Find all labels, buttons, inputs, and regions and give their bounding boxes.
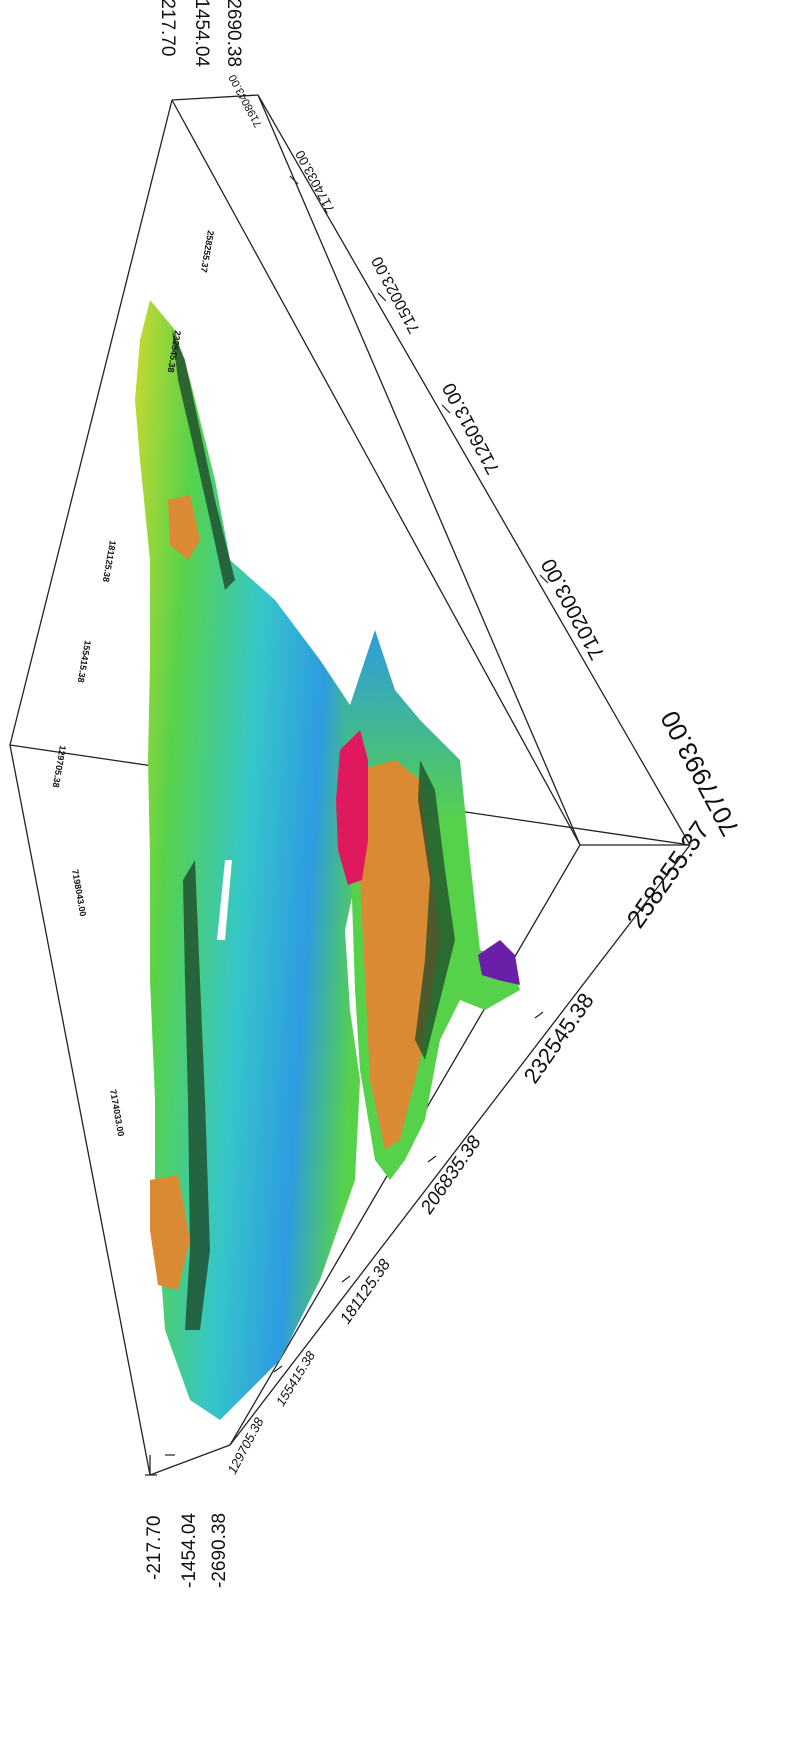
back-label: 258255.37 xyxy=(199,230,216,274)
depth-axis-top: -217.70 -1454.04 -2690.38 xyxy=(157,0,244,67)
box-corner-top xyxy=(171,94,259,101)
easting-tick-label: 232545.38 xyxy=(519,988,599,1088)
northing-tick-label: 7174033.00 xyxy=(292,148,337,216)
orange-patch-upper xyxy=(168,495,200,560)
ridge-upper-shadow xyxy=(172,330,235,590)
easting-tick-label: 258255.37 xyxy=(620,816,715,934)
northing-tick-label: 7102003.00 xyxy=(537,555,609,664)
back-label: 7198043.00 xyxy=(70,869,88,918)
back-label: 155415.38 xyxy=(76,640,93,684)
depth-axis-bottom: -217.70 -1454.04 -2690.38 xyxy=(144,1513,230,1588)
depth-tick-label: -2690.38 xyxy=(223,0,244,67)
northing-tick-label: 7126013.00 xyxy=(439,379,505,477)
orange-patch-lower xyxy=(150,1175,190,1290)
box-floor-northing xyxy=(257,94,691,846)
depth-tick-label: -217.70 xyxy=(157,0,178,56)
depth-tick-label: -217.70 xyxy=(144,1516,165,1580)
box-top-edge xyxy=(9,99,173,1476)
northing-tick-label: 7150023.00 xyxy=(369,253,424,336)
bathymetry-surface xyxy=(135,300,520,1420)
back-label: 181125.38 xyxy=(101,540,118,583)
northing-tick-label: 7077993.00 xyxy=(654,706,745,841)
ridge-dark-flank xyxy=(415,760,455,1060)
northing-tick-label: 7198043.00 xyxy=(227,72,265,129)
tick-marks xyxy=(145,175,549,1476)
orange-ridge xyxy=(360,760,440,1150)
depth-tick-label: -1454.04 xyxy=(179,1513,200,1588)
magenta-high xyxy=(336,730,368,885)
ridge-lower-shadow xyxy=(183,860,210,1330)
depth-tick-label: -2690.38 xyxy=(209,1513,230,1588)
white-gap xyxy=(217,860,232,940)
box-top-inner xyxy=(171,99,581,846)
back-label: 7174033.00 xyxy=(108,1089,126,1138)
depth-tick-label: -1454.04 xyxy=(191,0,212,67)
box-corner-bottom xyxy=(149,1444,231,1476)
deep-trough xyxy=(478,940,520,985)
easting-tick-label: 206835.38 xyxy=(416,1132,486,1219)
box-floor-easting xyxy=(229,844,691,1446)
